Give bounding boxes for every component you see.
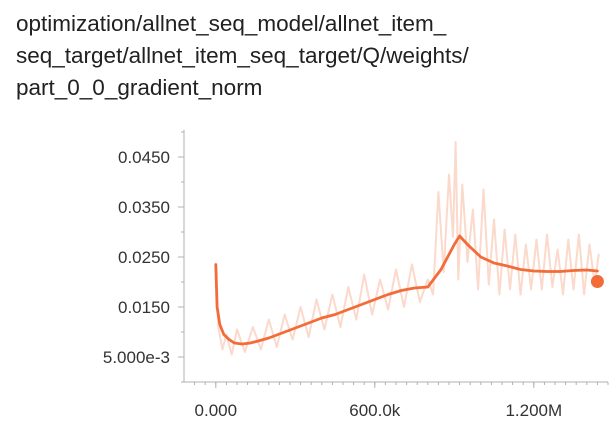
y-tick-label: 0.0150 xyxy=(118,298,170,317)
y-tick-label: 5.000e-3 xyxy=(103,348,170,367)
x-tick-label: 600.0k xyxy=(349,401,401,420)
x-tick-label: 0.000 xyxy=(195,401,238,420)
chart-title: optimization/allnet_seq_model/allnet_ite… xyxy=(16,8,606,104)
chart-title-line-2: seq_target/allnet_item_seq_target/Q/weig… xyxy=(16,43,469,68)
series-end-marker[interactable] xyxy=(590,275,604,288)
chart-title-line-1: optimization/allnet_seq_model/allnet_ite… xyxy=(16,11,447,36)
y-tick-label: 0.0450 xyxy=(118,148,170,167)
x-tick-label: 1.200M xyxy=(505,401,562,420)
raw-series-line xyxy=(214,141,600,356)
smoothed-series-line xyxy=(214,234,599,346)
axes: 5.000e-3 0.0150 0.0250 0.0350 0.0450 0.000 600… xyxy=(103,130,609,420)
y-tick-label: 0.0250 xyxy=(118,248,170,267)
y-tick-label: 0.0350 xyxy=(118,198,170,217)
end-marker-layer xyxy=(590,275,604,288)
smoothed-series-layer xyxy=(214,234,599,346)
raw-series-layer xyxy=(214,141,600,356)
chart-title-line-3: part_0_0_gradient_norm xyxy=(16,75,263,100)
